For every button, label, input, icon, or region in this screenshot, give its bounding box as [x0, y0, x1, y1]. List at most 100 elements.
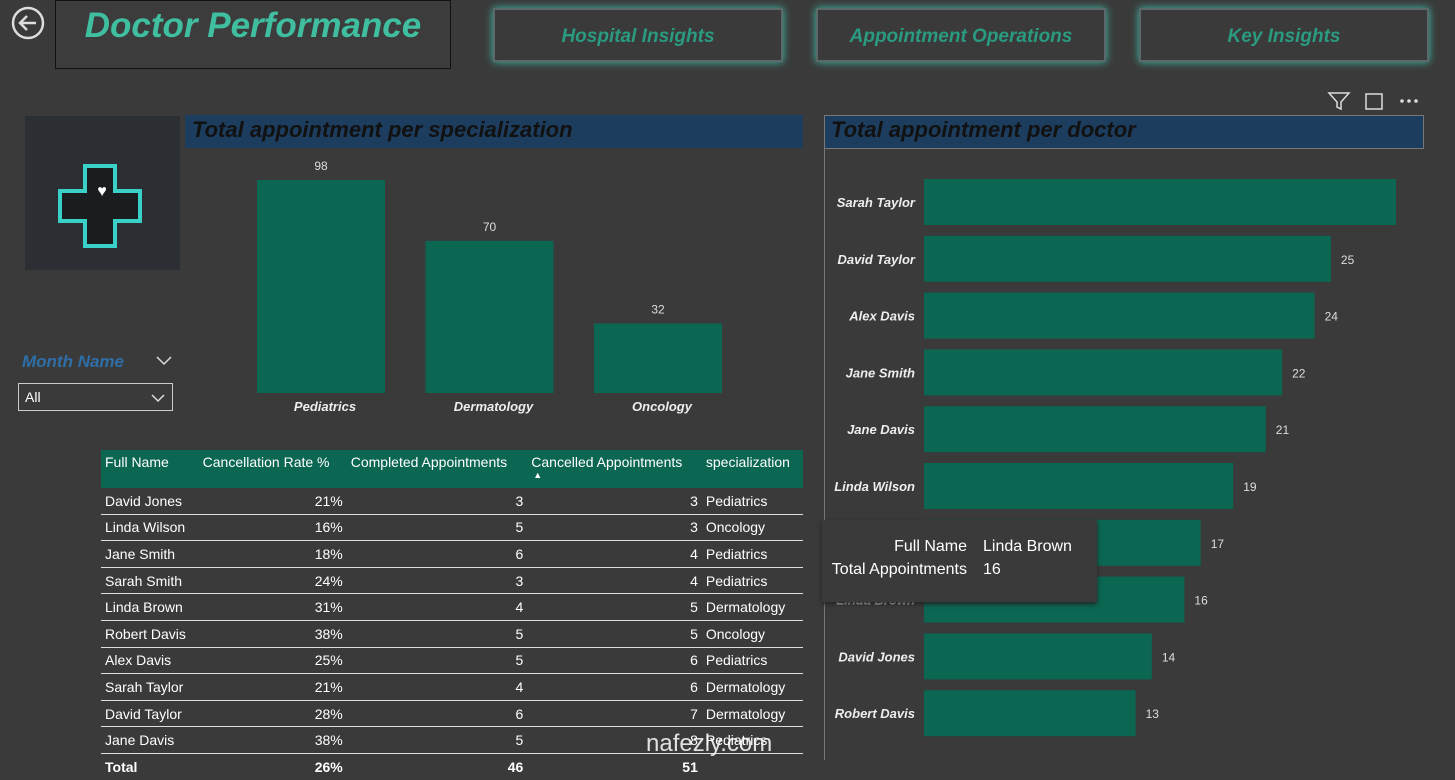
- table-cell: 21%: [198, 673, 347, 701]
- back-button[interactable]: [10, 5, 46, 41]
- bar: [924, 235, 1331, 282]
- chart-title: Total appointment per doctor: [831, 117, 1137, 142]
- table-row: Alex Davis 25% 5 6 Pediatrics: [101, 647, 803, 675]
- data-label: 22: [1292, 366, 1306, 380]
- table-cell: 3: [527, 514, 702, 542]
- table-cell: 5: [527, 620, 702, 648]
- table-cell: 18%: [198, 540, 347, 568]
- table-row: David Jones 21% 3 3 Pediatrics: [101, 488, 803, 515]
- watermark: nafezly.com: [646, 730, 773, 757]
- table-cell: 5: [346, 514, 528, 542]
- data-label: 14: [1162, 650, 1176, 664]
- total-cell: Total: [105, 758, 138, 775]
- table-cell: 5: [346, 647, 528, 675]
- table-row: Sarah Taylor 21% 4 6 Dermatology: [101, 673, 803, 701]
- y-tick-label: Linda Wilson: [834, 479, 915, 494]
- y-tick-label: David Taylor: [837, 252, 915, 267]
- slicer-dropdown[interactable]: All: [18, 383, 173, 411]
- table-cell: Linda Wilson: [101, 514, 199, 542]
- table-cell: Oncology: [701, 514, 803, 542]
- table-cell: Pediatrics: [701, 647, 803, 675]
- nav-button[interactable]: Hospital Insights: [493, 8, 783, 62]
- table-cell: 4: [346, 673, 528, 701]
- table-cell: 21%: [198, 488, 347, 515]
- table-cell: 3: [527, 488, 702, 515]
- table-cell: 4: [527, 540, 702, 568]
- data-label: 24: [1325, 310, 1339, 324]
- slicer-label: Month Name: [22, 352, 124, 371]
- y-tick-label: Alex Davis: [848, 309, 915, 324]
- chart: Total appointment per specialization 98 Pe…: [185, 115, 803, 414]
- slicer-chevron[interactable]: [155, 354, 173, 368]
- data-label: 32: [651, 302, 665, 316]
- bar: [924, 406, 1266, 453]
- table-cell: Dermatology: [701, 673, 803, 701]
- tooltip-value: Linda Brown: [983, 538, 1072, 555]
- table-cell: 28%: [198, 700, 347, 728]
- table-cell: Sarah Taylor: [101, 673, 199, 701]
- table-cell: Pediatrics: [701, 726, 803, 754]
- table-row: Jane Smith 18% 6 4 Pediatrics: [101, 540, 803, 568]
- table-cell: 24%: [198, 567, 347, 595]
- table-cell: Pediatrics: [701, 540, 803, 568]
- bar: [257, 180, 385, 393]
- x-tick-label: Oncology: [632, 399, 693, 414]
- table-cell: 6: [527, 673, 702, 701]
- visual-icons: [1327, 92, 1418, 111]
- bar: [924, 463, 1234, 509]
- table-cell: Jane Davis: [101, 726, 199, 754]
- focus-icon[interactable]: [1365, 93, 1383, 110]
- filter-icon[interactable]: [1327, 92, 1351, 111]
- table-cell: Sarah Smith: [101, 567, 199, 595]
- total-cell: 26%: [314, 758, 343, 775]
- table-cell: Pediatrics: [701, 567, 803, 595]
- y-tick-label: Jane Davis: [847, 422, 915, 437]
- x-tick-label: Dermatology: [454, 399, 534, 414]
- table-cell: Oncology: [701, 620, 803, 648]
- table-cell: 8: [527, 726, 702, 754]
- column-header: Cancelled Appointments ▲: [527, 450, 702, 488]
- table-cell: 4: [346, 593, 528, 621]
- table-cell: 25%: [198, 647, 347, 675]
- total-cell: 46: [507, 758, 524, 775]
- title-bar: [185, 115, 803, 148]
- table-row: Linda Brown 31% 4 5 Dermatology: [101, 593, 803, 621]
- y-tick-label: David Jones: [838, 649, 915, 664]
- table-cell: 5: [346, 726, 528, 754]
- table-cell: 5: [346, 620, 528, 648]
- bar: [594, 323, 722, 393]
- bar: [924, 349, 1283, 396]
- table-row: Sarah Smith 24% 3 4 Pediatrics: [101, 567, 803, 595]
- table-cell: 31%: [198, 593, 347, 621]
- sort-indicator[interactable]: ▲: [533, 470, 543, 480]
- column-header: Cancellation Rate %: [198, 450, 347, 488]
- tooltip-value: 16: [983, 561, 1001, 578]
- data-label: 98: [314, 159, 328, 173]
- table-cell: David Jones: [101, 488, 199, 515]
- table-cell: David Taylor: [101, 700, 199, 728]
- table-cell: Pediatrics: [701, 488, 803, 515]
- slicer-value: All: [25, 389, 41, 405]
- y-tick-label: Sarah Taylor: [837, 195, 916, 210]
- column-header: specialization: [701, 450, 803, 488]
- table-cell: 6: [346, 700, 528, 728]
- bar: [425, 240, 554, 393]
- data-label: 70: [483, 220, 497, 234]
- nav-button[interactable]: Appointment Operations: [816, 8, 1106, 62]
- table-cell: Robert Davis: [101, 620, 199, 648]
- y-tick-label: Robert Davis: [835, 706, 915, 721]
- chart-title: Total appointment per specialization: [192, 117, 573, 142]
- nav-button[interactable]: Key Insights: [1139, 8, 1429, 62]
- table-row: Linda Wilson 16% 5 3 Oncology: [101, 514, 803, 542]
- svg-text:♥: ♥: [97, 183, 107, 200]
- more-icon[interactable]: [1414, 99, 1418, 103]
- table-cell: 7: [527, 700, 702, 728]
- column-header: Completed Appointments: [346, 450, 528, 488]
- table-cell: 6: [527, 647, 702, 675]
- logo-image: ♥: [25, 116, 180, 270]
- table-cell: 38%: [198, 726, 347, 754]
- table-row: Robert Davis 38% 5 5 Oncology: [101, 620, 803, 648]
- data-label: 21: [1276, 423, 1290, 437]
- tooltip-key: Total Appointments: [831, 561, 967, 578]
- table-cell: 3: [346, 567, 528, 595]
